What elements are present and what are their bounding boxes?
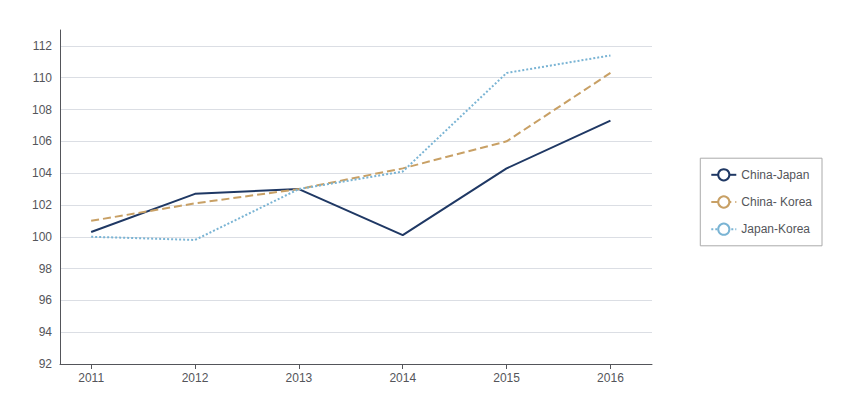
svg-text:2015: 2015 [493,371,520,385]
svg-text:Japan-Korea: Japan-Korea [741,222,810,236]
svg-text:2011: 2011 [78,371,104,385]
svg-text:China- Korea: China- Korea [741,195,812,209]
svg-text:110: 110 [33,71,52,85]
svg-text:94: 94 [39,325,53,339]
svg-text:102: 102 [32,198,52,212]
svg-text:108: 108 [32,103,52,117]
svg-text:112: 112 [33,39,52,53]
svg-text:106: 106 [32,134,52,148]
svg-text:2014: 2014 [389,371,416,385]
svg-text:100: 100 [32,230,52,244]
svg-text:2016: 2016 [597,371,624,385]
svg-text:96: 96 [39,293,53,307]
svg-text:2012: 2012 [182,371,209,385]
svg-text:92: 92 [39,357,53,371]
svg-text:104: 104 [32,166,52,180]
svg-text:2013: 2013 [286,371,313,385]
svg-text:China-Japan: China-Japan [741,168,809,182]
svg-text:98: 98 [39,262,53,276]
